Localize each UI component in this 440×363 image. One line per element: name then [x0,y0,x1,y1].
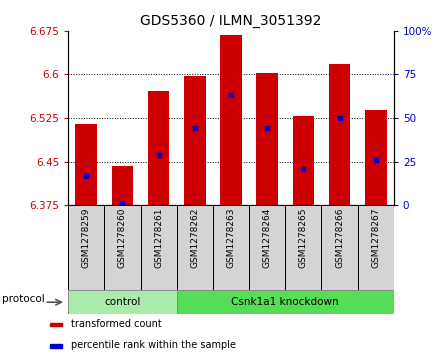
Bar [249,205,285,290]
Bar [177,290,394,314]
Text: GSM1278260: GSM1278260 [118,208,127,268]
Bar [75,124,97,205]
Bar [322,205,358,290]
Text: GSM1278261: GSM1278261 [154,208,163,268]
Text: percentile rank within the sample: percentile rank within the sample [70,340,235,350]
Text: GSM1278267: GSM1278267 [371,208,380,268]
Bar [177,205,213,290]
Bar [220,35,242,205]
Bar [293,116,314,205]
Text: GSM1278264: GSM1278264 [263,208,271,268]
Text: Csnk1a1 knockdown: Csnk1a1 knockdown [231,297,339,307]
Bar [148,91,169,205]
Text: control: control [104,297,141,307]
Bar [50,344,62,348]
Bar [68,290,177,314]
Text: GSM1278266: GSM1278266 [335,208,344,268]
Bar [50,323,62,326]
Bar [184,76,205,205]
Text: protocol: protocol [2,294,45,303]
Bar [285,205,322,290]
Bar [112,166,133,205]
Bar [104,205,140,290]
Text: GSM1278263: GSM1278263 [227,208,235,268]
Text: GSM1278265: GSM1278265 [299,208,308,268]
Bar [68,205,104,290]
Bar [140,205,177,290]
Text: transformed count: transformed count [70,318,161,329]
Bar [329,64,350,205]
Bar [365,110,387,205]
Text: GSM1278262: GSM1278262 [191,208,199,268]
Bar [358,205,394,290]
Bar [213,205,249,290]
Title: GDS5360 / ILMN_3051392: GDS5360 / ILMN_3051392 [140,15,322,28]
Text: GSM1278259: GSM1278259 [82,208,91,268]
Bar [257,73,278,205]
